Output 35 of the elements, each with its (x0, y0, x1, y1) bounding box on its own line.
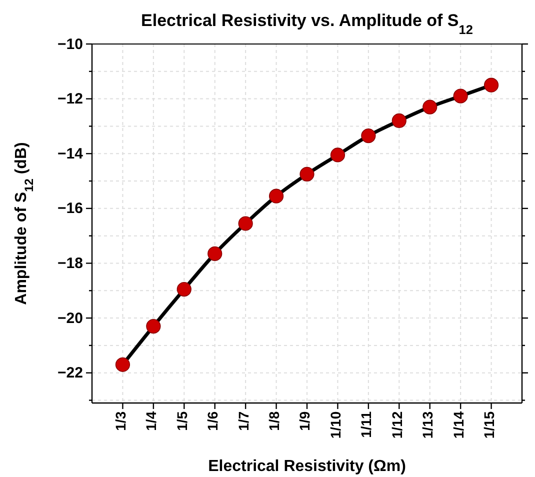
point (176, 282, 192, 297)
point (422, 100, 438, 114)
y-tick-label: −22 (58, 364, 83, 382)
point (115, 357, 130, 372)
point (392, 113, 406, 128)
x-tick-label: 1/14 (450, 411, 466, 439)
x-tick-label: 1/11 (358, 411, 374, 438)
x-tick-label: 1/7 (235, 411, 252, 431)
x-axis-title: Electrical Resistivity (Ωm) (208, 458, 406, 475)
x-tick-label: 1/13 (420, 411, 436, 439)
point (330, 148, 346, 162)
y-tick-label: −10 (58, 36, 83, 53)
point (146, 318, 161, 334)
point (453, 88, 468, 104)
x-tick-label: 1/12 (388, 411, 405, 439)
point (268, 188, 284, 204)
chart-title: Electrical Resistivity vs. Amplitude of S$_{12}$ (141, 11, 473, 36)
x-tick-label: 1/5 (174, 411, 190, 431)
x-tick-label: 1/4 (143, 411, 160, 431)
x-tick-label: 1/10 (327, 411, 344, 439)
point (208, 246, 222, 261)
point (361, 128, 376, 144)
y-tick-label: −20 (58, 310, 83, 327)
x-tick-label: 1/9 (296, 411, 313, 431)
x-tick-label: 1/15 (480, 411, 497, 439)
y-tick-label: −12 (58, 90, 83, 108)
y-tick-label: −14 (58, 145, 84, 162)
point (300, 166, 314, 182)
point (238, 216, 253, 231)
x-tick-label: 1/3 (112, 411, 128, 431)
y-tick-label: −16 (58, 200, 83, 218)
x-tick-label: 1/6 (204, 411, 221, 431)
point (484, 78, 499, 92)
y-tick-label: −18 (58, 255, 83, 272)
x-tick-label: 1/8 (266, 411, 282, 431)
